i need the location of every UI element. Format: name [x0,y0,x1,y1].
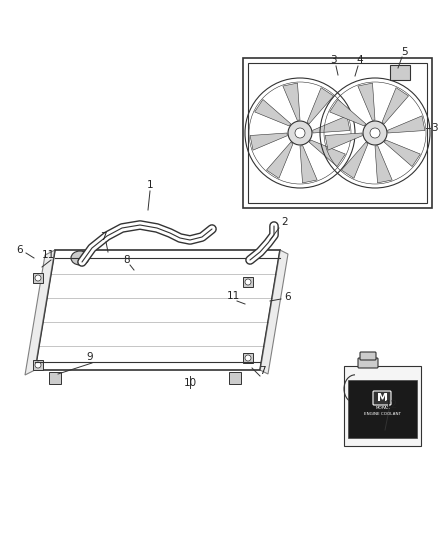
Text: 2: 2 [282,217,288,227]
Circle shape [295,128,305,138]
Ellipse shape [71,251,89,265]
Circle shape [35,362,41,368]
Text: 9: 9 [87,352,93,362]
FancyBboxPatch shape [243,353,253,363]
FancyBboxPatch shape [348,380,417,438]
Polygon shape [309,140,345,166]
Circle shape [245,355,251,361]
Text: 12: 12 [385,400,398,410]
Text: 5: 5 [402,47,408,57]
Text: 7: 7 [100,232,106,242]
Text: M: M [377,393,388,403]
FancyBboxPatch shape [33,360,43,370]
Polygon shape [342,142,368,179]
Polygon shape [325,133,362,150]
Text: 7: 7 [259,366,265,376]
Text: 11: 11 [41,250,55,260]
Polygon shape [250,133,287,150]
Polygon shape [254,100,291,126]
Polygon shape [375,146,392,183]
Text: 6: 6 [285,292,291,302]
Polygon shape [313,116,350,133]
Polygon shape [266,142,293,179]
Circle shape [370,128,380,138]
Text: ENGINE COOLANT: ENGINE COOLANT [364,412,401,416]
Text: 3: 3 [431,123,437,133]
Text: 6: 6 [17,245,23,255]
Polygon shape [260,250,288,374]
FancyBboxPatch shape [243,277,253,287]
Polygon shape [307,87,334,124]
Polygon shape [390,65,410,80]
FancyBboxPatch shape [229,372,241,384]
Text: 10: 10 [184,378,197,388]
FancyBboxPatch shape [360,352,376,360]
Text: 1: 1 [147,180,153,190]
Circle shape [35,275,41,281]
Polygon shape [382,87,409,124]
Polygon shape [283,83,300,120]
FancyBboxPatch shape [373,391,391,405]
Text: 4: 4 [357,55,363,65]
FancyBboxPatch shape [49,372,61,384]
Polygon shape [384,140,420,166]
Polygon shape [388,116,425,133]
Text: 11: 11 [226,291,240,301]
Text: 8: 8 [124,255,131,265]
Polygon shape [300,146,317,183]
Polygon shape [330,100,366,126]
FancyBboxPatch shape [344,366,421,446]
Circle shape [363,121,387,145]
Polygon shape [358,83,375,120]
Text: 3: 3 [330,55,336,65]
FancyBboxPatch shape [358,358,378,368]
Polygon shape [25,250,55,375]
Circle shape [288,121,312,145]
Circle shape [245,279,251,285]
Text: MOPAR: MOPAR [375,406,390,410]
FancyBboxPatch shape [33,273,43,283]
